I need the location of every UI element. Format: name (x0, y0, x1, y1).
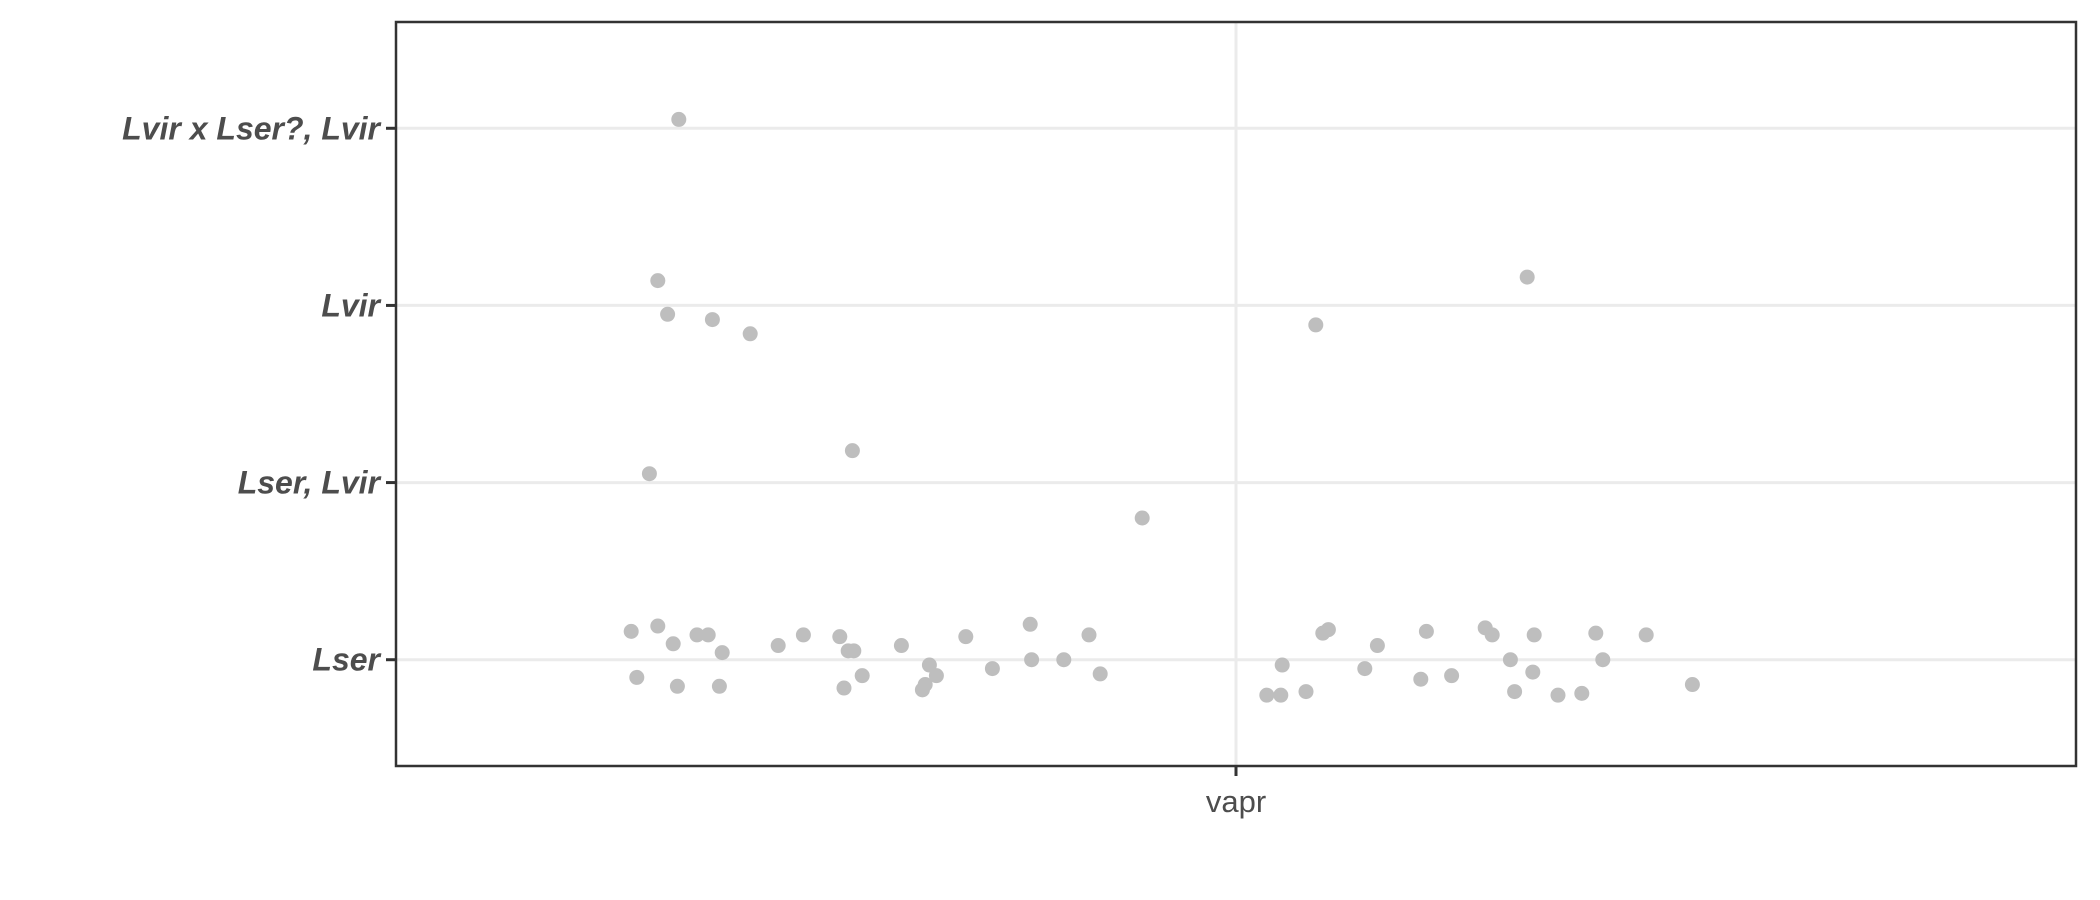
data-point (660, 306, 676, 322)
data-point (1418, 623, 1434, 639)
x-tick-label: vapr (1206, 784, 1266, 819)
data-point (1574, 685, 1590, 701)
data-point (795, 627, 811, 643)
x-axis: vapr (1206, 766, 1266, 819)
data-point (1444, 668, 1460, 684)
data-point (1134, 510, 1150, 526)
data-point (650, 273, 666, 289)
data-point (669, 678, 685, 694)
y-tick-label: Lser, Lvir (238, 465, 382, 501)
data-point (1298, 684, 1314, 700)
data-point (1684, 677, 1700, 693)
data-point (928, 668, 944, 684)
data-point (623, 623, 639, 639)
data-point (1484, 627, 1500, 643)
data-point (1259, 687, 1275, 703)
data-point (1507, 684, 1523, 700)
data-point (1595, 652, 1611, 668)
data-point (1519, 269, 1535, 285)
data-point (742, 326, 758, 342)
y-tick-label: Lvir (321, 287, 381, 323)
data-point (1274, 657, 1290, 673)
data-point (917, 677, 933, 693)
data-point (844, 443, 860, 459)
data-point (689, 627, 705, 643)
data-point (1588, 625, 1604, 641)
data-point (1413, 671, 1429, 687)
data-point (671, 111, 687, 127)
data-point (714, 645, 730, 661)
data-point (665, 636, 681, 652)
data-point (1550, 687, 1566, 703)
data-point (629, 669, 645, 685)
data-point (700, 627, 716, 643)
data-point (770, 638, 786, 654)
data-points (623, 111, 1700, 703)
data-point (1638, 627, 1654, 643)
data-point (1273, 687, 1289, 703)
plot-panel (394, 20, 2078, 768)
data-point (1369, 638, 1385, 654)
y-tick-label: Lvir x Lser?, Lvir (122, 110, 381, 146)
data-point (650, 618, 666, 634)
data-point (832, 629, 848, 645)
data-point (921, 657, 937, 673)
data-point (704, 312, 720, 328)
data-point (1308, 317, 1324, 333)
data-point (1022, 616, 1038, 632)
data-point (984, 661, 1000, 677)
data-point (1526, 627, 1542, 643)
data-point (641, 466, 657, 482)
y-axis: Lser Lser, Lvir Lvir Lvir x Lser?, Lvir (122, 110, 396, 678)
data-point (1357, 661, 1373, 677)
data-point (1056, 652, 1072, 668)
data-point (1024, 652, 1040, 668)
data-point (711, 678, 727, 694)
data-point (854, 668, 870, 684)
data-point (1525, 664, 1541, 680)
data-point (1081, 627, 1097, 643)
data-point (893, 638, 909, 654)
data-point (958, 629, 974, 645)
data-point (836, 680, 852, 696)
data-point (846, 643, 862, 659)
data-point (1320, 622, 1336, 638)
data-point (1092, 666, 1108, 682)
data-point (1502, 652, 1518, 668)
y-tick-label: Lser (312, 642, 381, 678)
